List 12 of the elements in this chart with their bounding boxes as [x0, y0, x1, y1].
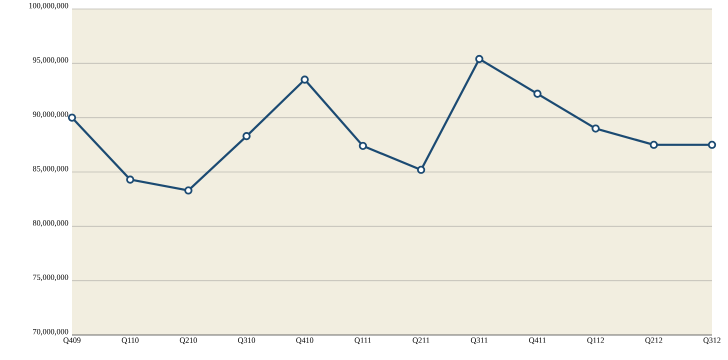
point [300, 76, 309, 84]
point [592, 124, 600, 133]
point [533, 90, 542, 98]
point [126, 176, 134, 184]
point [650, 140, 658, 149]
point [358, 142, 368, 150]
point [242, 132, 251, 140]
point [708, 140, 716, 149]
point [184, 186, 192, 195]
point [475, 54, 484, 64]
point [68, 114, 76, 122]
point [417, 166, 426, 174]
